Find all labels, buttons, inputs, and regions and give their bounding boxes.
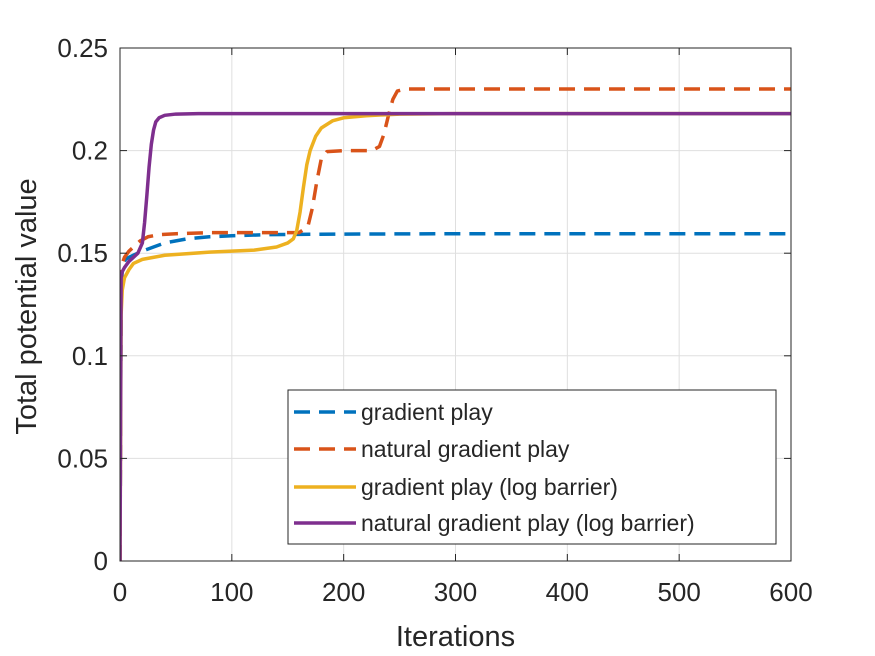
- y-tick-label: 0: [94, 546, 108, 576]
- series-line-gradient-play: [120, 231, 791, 561]
- x-tick-label: 400: [546, 577, 589, 607]
- series-line-natural-gradient-play-log-barrier: [120, 111, 791, 561]
- x-tick-label: 100: [210, 577, 253, 607]
- y-tick-label: 0.2: [72, 136, 108, 166]
- legend-box: [287, 389, 777, 545]
- series-line-natural-gradient-play: [120, 87, 791, 561]
- y-tick-label: 0.15: [57, 238, 108, 268]
- x-tick-label: 300: [434, 577, 477, 607]
- y-tick-label: 0.05: [57, 443, 108, 473]
- x-tick-label: 600: [769, 577, 812, 607]
- x-tick-label: 0: [113, 577, 127, 607]
- y-tick-label: 0.25: [57, 33, 108, 63]
- x-tick-label: 500: [657, 577, 700, 607]
- x-axis-label: Iterations: [396, 621, 515, 653]
- y-axis-label: Total potential value: [11, 178, 43, 434]
- legend-label-gradient-play: gradient play: [361, 399, 493, 425]
- legend-label-gradient-play-log-barrier: gradient play (log barrier): [361, 474, 618, 500]
- legend: gradient play natural gradient play grad…: [287, 389, 777, 545]
- x-tick-label: 200: [322, 577, 365, 607]
- y-tick-label: 0.1: [72, 341, 108, 371]
- axis-ticks: 0 100 200 300 400 500 600 0 0.05 0.1 0.15 0.2 0.25: [57, 33, 812, 607]
- legend-label-natural-gradient-play-log-barrier: natural gradient play (log barrier): [361, 510, 695, 536]
- legend-label-natural-gradient-play: natural gradient play: [361, 436, 570, 462]
- plot-series: [120, 87, 791, 561]
